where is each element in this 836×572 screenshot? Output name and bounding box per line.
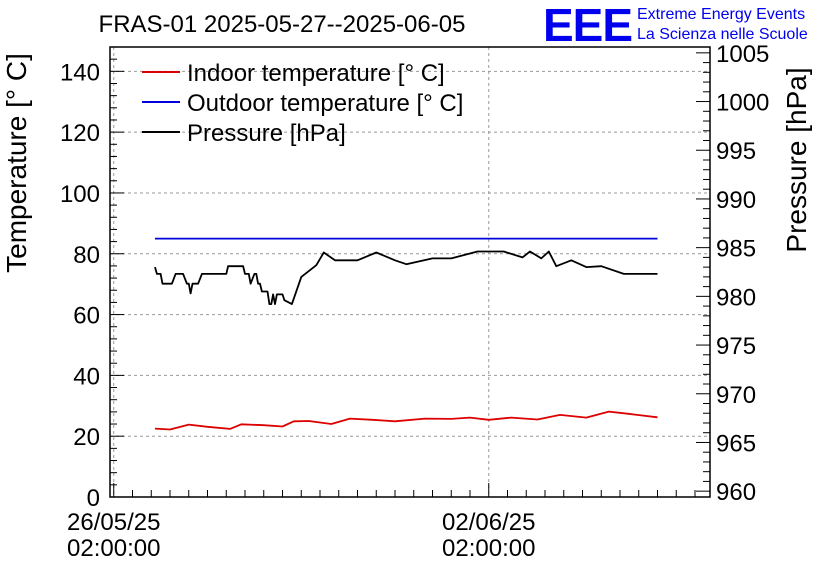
y2-tick-label: 1000	[716, 90, 769, 117]
x-tick-label-time: 02:00:00	[442, 535, 535, 562]
y2-tick-label: 1005	[716, 41, 769, 68]
chart-title: FRAS-01 2025-05-27--2025-06-05	[99, 11, 466, 38]
legend-label-indoor: Indoor temperature [° C]	[187, 60, 445, 87]
legend-entry-pressure: Pressure [hPa]	[142, 120, 346, 147]
y-tick-label: 0	[87, 485, 100, 512]
y2-tick-label: 970	[716, 382, 756, 409]
y-tick-label: 120	[60, 120, 100, 147]
y2-tick-label: 985	[716, 236, 756, 263]
series-line-indoor-temperature	[154, 410, 658, 431]
series-layer	[154, 237, 658, 431]
x-tick-label-date: 02/06/25	[442, 509, 535, 536]
legend-label-outdoor: Outdoor temperature [° C]	[187, 90, 463, 117]
logo-line-1: Extreme Energy Events	[637, 6, 805, 23]
y-tick-label: 140	[60, 59, 100, 86]
plot-frame	[109, 46, 711, 498]
legend-entry-indoor: Indoor temperature [° C]	[142, 60, 445, 87]
y-tick-label: 20	[73, 424, 100, 451]
y-tick-label: 60	[73, 303, 100, 330]
y2-tick-label: 980	[716, 284, 756, 311]
axes: 0 20 40 60 80 100 120 140 960 965 970 975 980 985 990 9…	[60, 41, 769, 562]
y-tick-label: 80	[73, 242, 100, 269]
legend: Indoor temperature [° C] Outdoor tempera…	[142, 60, 463, 147]
y2-tick-label: 975	[716, 333, 756, 360]
y-axis-label: Temperature [° C]	[1, 53, 32, 273]
legend-label-pressure: Pressure [hPa]	[187, 120, 346, 147]
logo-line-2: La Scienza nelle Scuole	[637, 26, 808, 43]
y2-tick-label: 960	[716, 479, 756, 506]
y2-tick-label: 990	[716, 187, 756, 214]
y-tick-label: 100	[60, 181, 100, 208]
y-tick-label: 40	[73, 363, 100, 390]
grid	[110, 47, 710, 497]
x-tick-label-time: 02:00:00	[67, 535, 160, 562]
series-line-pressure	[154, 250, 658, 306]
y2-tick-label: 995	[716, 138, 756, 165]
legend-entry-outdoor: Outdoor temperature [° C]	[142, 90, 463, 117]
y2-tick-label: 965	[716, 430, 756, 457]
y2-axis-label: Pressure [hPa]	[781, 67, 812, 252]
logo-mark: EEE	[543, 0, 632, 51]
x-tick-label-date: 26/05/25	[67, 509, 160, 536]
eee-logo: EEE Extreme Energy Events La Scienza nel…	[543, 0, 808, 51]
